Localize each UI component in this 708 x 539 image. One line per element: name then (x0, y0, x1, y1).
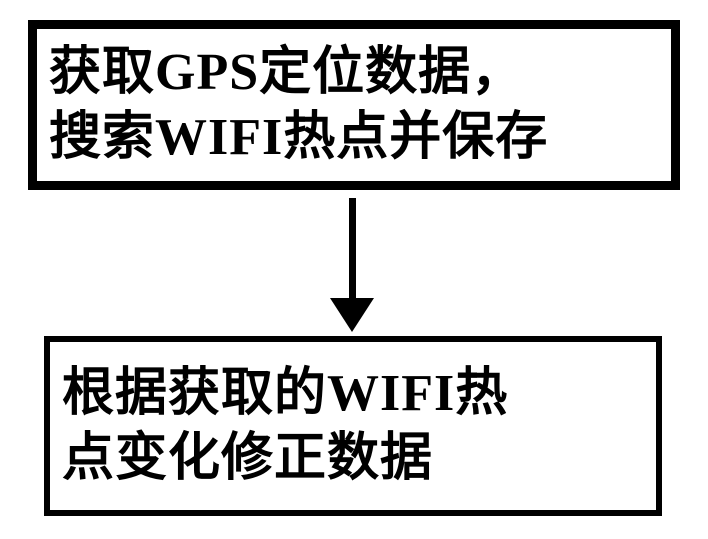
flow-node-label: 根据获取的WIFI热 点变化修正数据 (62, 361, 508, 491)
flow-arrow-shaft (349, 198, 356, 298)
flow-node-gps-wifi: 获取GPS定位数据， 搜索WIFI热点并保存 (28, 20, 680, 190)
flow-arrow-head-icon (330, 298, 374, 332)
flowchart-canvas: 获取GPS定位数据， 搜索WIFI热点并保存 根据获取的WIFI热 点变化修正数… (0, 0, 708, 539)
flow-node-label: 获取GPS定位数据， 搜索WIFI热点并保存 (49, 40, 548, 170)
flow-node-correct-data: 根据获取的WIFI热 点变化修正数据 (44, 336, 662, 516)
